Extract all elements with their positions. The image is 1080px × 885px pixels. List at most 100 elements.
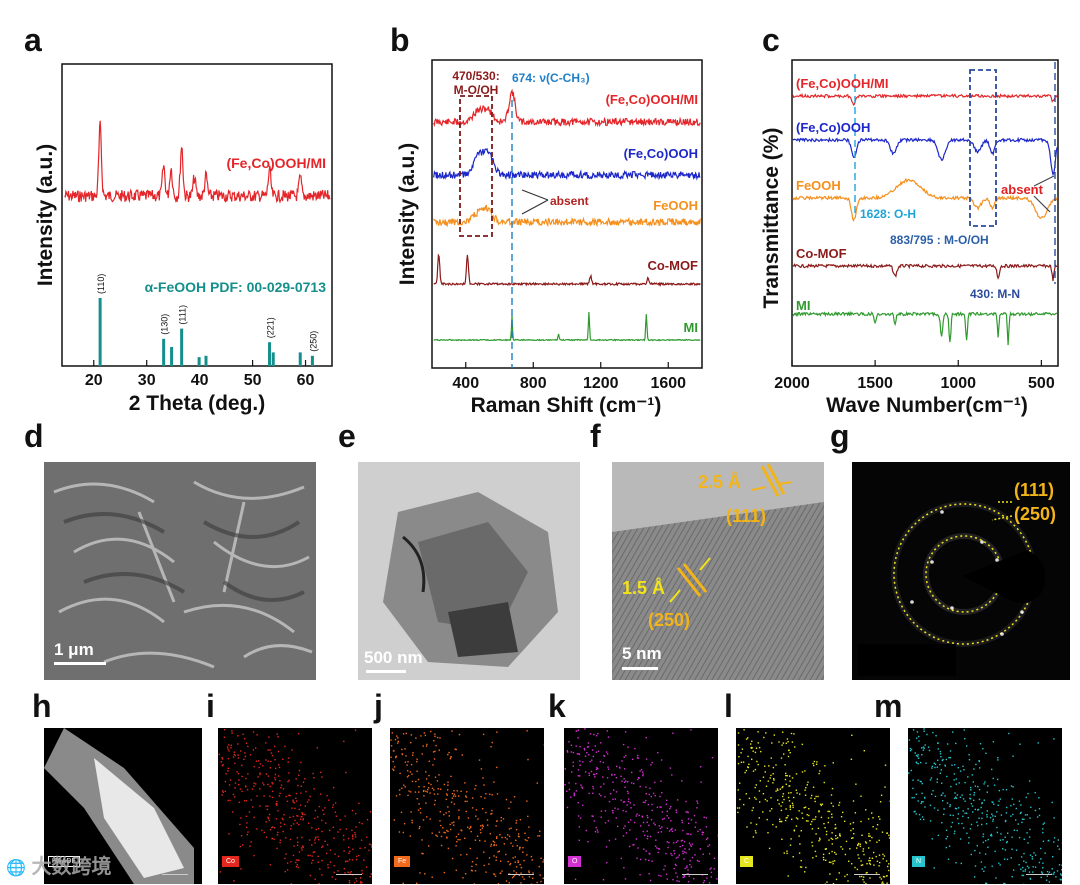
eds-dot	[811, 794, 813, 797]
eds-dot	[274, 777, 276, 779]
eds-dot	[674, 829, 676, 831]
eds-dot	[596, 829, 598, 831]
eds-dot	[249, 845, 251, 847]
eds-dot	[639, 874, 641, 876]
eds-dot	[668, 830, 671, 832]
hrtem-scale-bar	[622, 667, 658, 670]
eds-dot	[697, 830, 699, 832]
eds-dot	[671, 830, 674, 833]
eds-dot	[469, 826, 472, 829]
eds-dot	[290, 883, 293, 884]
eds-dot	[1004, 849, 1007, 851]
eds-dot	[479, 829, 482, 831]
eds-dot	[747, 737, 749, 739]
eds-dot	[495, 859, 497, 861]
eds-dot	[886, 882, 888, 884]
eds-dot	[231, 732, 233, 734]
eds-dot	[945, 829, 948, 831]
eds-dot	[466, 791, 468, 793]
eds-dot	[1030, 806, 1032, 808]
eds-dot	[782, 731, 784, 733]
eds-dot	[240, 868, 242, 870]
eds-dot	[605, 846, 608, 848]
eds-dot	[590, 770, 593, 773]
eds-dot	[415, 737, 417, 739]
eds-dot	[966, 745, 968, 747]
eds-dot	[705, 826, 708, 828]
eds-dot	[1013, 803, 1015, 806]
eds-dot	[454, 748, 456, 750]
eds-dot	[782, 793, 785, 795]
eds-dot	[476, 857, 478, 859]
eds-dot	[683, 851, 686, 853]
eds-dot	[319, 793, 322, 795]
eds-dot	[527, 815, 529, 818]
eds-dot	[980, 861, 982, 863]
eds-dot	[854, 866, 856, 869]
eds-dot	[773, 779, 775, 781]
eds-dot	[588, 774, 590, 777]
eds-dot	[1061, 869, 1062, 871]
eds-dot	[427, 787, 430, 789]
eds-dot	[276, 733, 278, 735]
eds-dot	[348, 846, 350, 849]
eds-dot	[962, 810, 964, 812]
eds-dot	[687, 811, 689, 814]
eds-dot	[592, 787, 595, 790]
eds-dot	[811, 828, 814, 830]
eds-dot	[983, 783, 985, 785]
eds-dot	[912, 779, 914, 781]
eds-dot	[446, 836, 448, 838]
chart-c-series-line	[792, 177, 1058, 223]
eds-dot	[311, 844, 313, 846]
eds-dot	[276, 800, 278, 803]
eds-map-label: Co	[222, 856, 239, 867]
eds-dot	[955, 808, 958, 810]
eds-dot	[577, 737, 579, 739]
eds-dot	[439, 820, 441, 822]
chart-b-frame	[431, 59, 703, 369]
eds-dot	[428, 774, 430, 777]
eds-dot	[472, 797, 474, 799]
eds-dot	[274, 779, 277, 781]
eds-dot	[630, 807, 632, 809]
eds-dot	[949, 750, 952, 752]
eds-dot	[885, 860, 888, 862]
eds-dot	[418, 791, 420, 793]
eds-dot	[253, 765, 255, 768]
eds-dot	[972, 781, 974, 783]
chart-a-xlabel: 2 Theta (deg.)	[129, 392, 266, 415]
eds-dot	[491, 809, 493, 812]
eds-dot	[648, 852, 650, 855]
eds-dot	[989, 816, 992, 819]
eds-dot	[828, 861, 831, 863]
eds-dot	[393, 769, 395, 771]
eds-dot	[458, 795, 460, 797]
eds-dot	[886, 832, 888, 834]
eds-dot	[488, 857, 491, 859]
eds-dot	[929, 804, 932, 806]
eds-dot	[286, 869, 289, 871]
eds-dot	[455, 845, 457, 847]
eds-dot	[807, 820, 809, 822]
eds-dot	[937, 809, 939, 811]
eds-dot	[886, 875, 888, 877]
eds-dot	[351, 829, 353, 831]
eds-dot	[688, 822, 690, 825]
eds-dot	[768, 765, 770, 767]
eds-dot	[242, 733, 244, 735]
eds-dot	[332, 806, 334, 809]
eds-dot	[788, 800, 791, 802]
eds-dot	[921, 801, 923, 803]
eds-dot	[805, 866, 807, 869]
eds-dot	[237, 743, 239, 745]
eds-dot	[986, 791, 988, 793]
eds-dot	[944, 795, 946, 797]
eds-dot	[921, 816, 924, 818]
eds-dot	[221, 757, 223, 759]
eds-dot	[999, 839, 1002, 841]
eds-dot	[591, 759, 593, 761]
eds-dot	[1026, 865, 1029, 867]
eds-dot	[425, 790, 427, 792]
eds-map-scale-bar	[508, 874, 534, 875]
